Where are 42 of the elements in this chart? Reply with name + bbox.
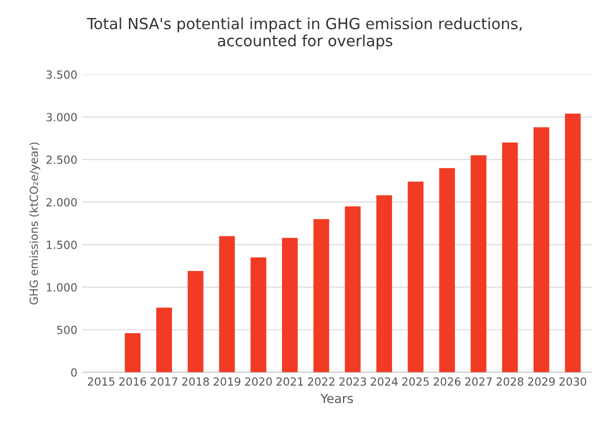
x-tick-label: 2019	[214, 377, 240, 386]
x-tick-label: 2022	[308, 377, 334, 386]
bar	[470, 155, 486, 372]
x-tick-label: 2027	[465, 377, 492, 386]
y-tick-label: 0	[71, 368, 77, 377]
x-axis-title: Years	[320, 394, 353, 404]
bar	[188, 271, 204, 372]
x-tick-label: 2024	[370, 377, 398, 386]
x-tick-label: 2026	[434, 377, 461, 386]
bar	[282, 238, 298, 372]
bar	[124, 333, 141, 372]
y-tick-label: 2.500	[46, 156, 77, 164]
x-tick-label: 2030	[560, 377, 586, 386]
y-tick-label: 500	[57, 326, 77, 334]
bar	[313, 219, 330, 372]
x-tick-label: 2017	[150, 377, 178, 386]
x-tick-label: 2020	[245, 377, 272, 386]
bar	[250, 257, 266, 372]
y-tick-label: 3.000	[46, 112, 77, 122]
bar	[219, 236, 235, 372]
bar	[344, 206, 361, 372]
x-tick-label: 2025	[402, 377, 429, 386]
x-tick-label: 2029	[528, 377, 555, 386]
bar	[156, 308, 172, 372]
bar	[439, 168, 455, 372]
bar	[502, 142, 518, 372]
y-tick-label: 2.000	[46, 198, 77, 206]
bar	[534, 127, 550, 372]
x-tick-label: 2021	[276, 377, 303, 386]
x-tick-label: 2018	[182, 377, 209, 386]
y-tick-label: 1.500	[46, 240, 77, 250]
y-axis-title: GHG emissions (ktCO₂e/year)	[29, 142, 40, 304]
x-tick-label: 2028	[496, 377, 524, 386]
y-tick-label: 1.000	[46, 283, 77, 292]
bar	[408, 182, 424, 372]
bar	[564, 114, 581, 372]
y-tick-label: 3.500	[46, 70, 77, 79]
x-tick-label: 2023	[339, 377, 366, 386]
x-tick-label: 2016	[119, 377, 146, 386]
x-tick-label: 2015	[88, 377, 114, 386]
bar	[376, 195, 392, 372]
chart-title: Total NSA's potential impact in GHG emission reductions, accounted for overlaps	[86, 18, 522, 50]
